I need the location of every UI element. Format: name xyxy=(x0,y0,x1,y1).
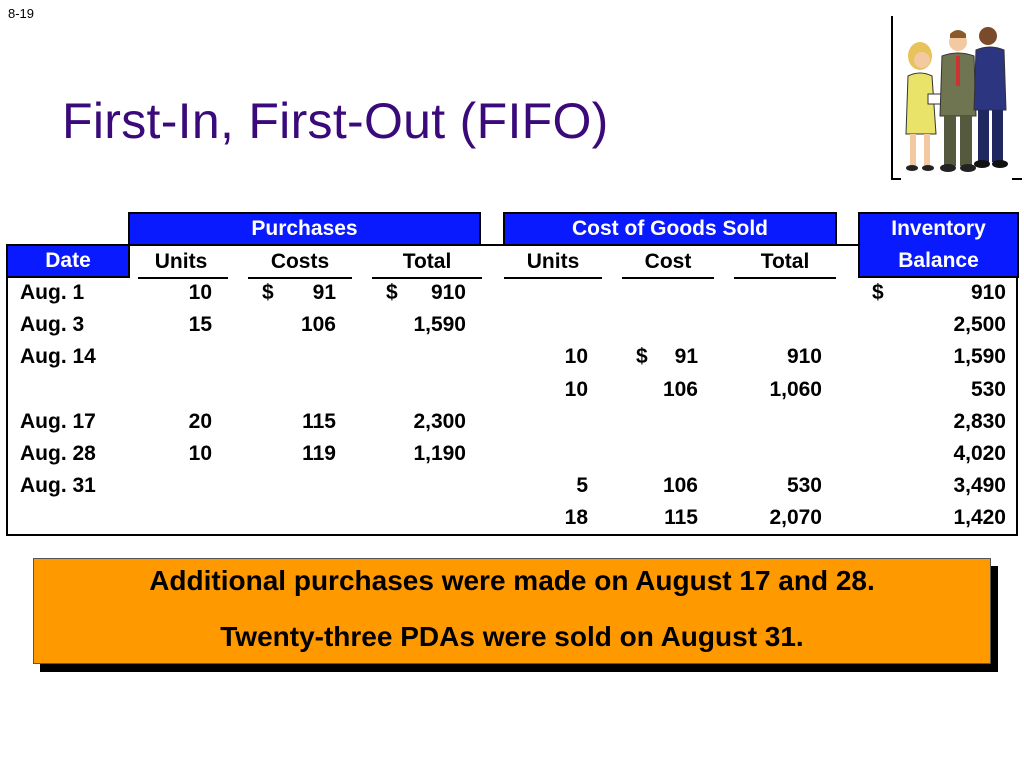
purchase-total-cell: 910 xyxy=(430,281,466,304)
inventory-balance-cell: 2,500 xyxy=(953,313,1006,337)
purchases-units-header: Units xyxy=(154,250,208,273)
header-underline xyxy=(622,277,714,279)
purchase-cost-dollar-cell: $ xyxy=(262,281,274,304)
cogs-header: Cost of Goods Sold xyxy=(503,212,837,246)
clipart-frame-line xyxy=(1012,178,1022,180)
purchases-total-header: Total xyxy=(402,250,452,273)
slide-title: First-In, First-Out (FIFO) xyxy=(62,93,609,149)
purchase-total-dollar-cell: $ xyxy=(386,281,398,304)
purchase-total-cell: 1,590 xyxy=(413,313,466,337)
cogs-cost-header: Cost xyxy=(644,250,692,273)
purchase-units-cell: 20 xyxy=(188,409,212,433)
purchase-cost-cell: 91 xyxy=(312,281,336,304)
inventory-header-line2: Balance xyxy=(898,249,979,272)
inventory-balance-cell: 530 xyxy=(970,377,1006,401)
purchase-units-cell: 10 xyxy=(188,281,212,304)
purchase-total-cell: 2,300 xyxy=(413,409,466,433)
cogs-total-cell: 910 xyxy=(786,345,822,369)
inventory-balance-cell: 910 xyxy=(970,281,1006,304)
inventory-dollar-cell: $ xyxy=(872,281,884,304)
date-cell: Aug. 1 xyxy=(20,281,85,304)
clipart-frame-line xyxy=(891,16,893,180)
inventory-balance-cell: 3,490 xyxy=(953,474,1006,498)
cogs-cost-cell: 106 xyxy=(662,474,698,498)
cogs-cost-dollar-cell: $ xyxy=(636,345,648,369)
purchase-cost-cell: 106 xyxy=(300,313,336,337)
cogs-cost-cell: 115 xyxy=(664,506,698,530)
cogs-total-cell: 530 xyxy=(786,474,822,498)
clipart-frame-line xyxy=(891,178,901,180)
cogs-units-cell: 18 xyxy=(564,506,588,530)
slide-number: 8-19 xyxy=(8,6,35,21)
cogs-units-cell: 10 xyxy=(564,377,588,401)
header-underline xyxy=(734,277,836,279)
note-line-2: Twenty-three PDAs were sold on August 31… xyxy=(220,621,804,652)
cogs-units-cell: 10 xyxy=(564,345,588,369)
date-cell: Aug. 28 xyxy=(20,442,96,465)
header-underline xyxy=(138,277,228,279)
cogs-cost-cell: 106 xyxy=(662,377,698,401)
cogs-units-cell: 5 xyxy=(576,474,588,498)
note-line-1: Additional purchases were made on August… xyxy=(149,565,875,596)
business-people-clipart-icon xyxy=(905,27,1008,172)
purchase-cost-cell: 115 xyxy=(302,409,336,433)
purchase-cost-cell: 119 xyxy=(302,442,336,465)
purchase-total-cell: 1,190 xyxy=(413,442,466,465)
date-cell: Aug. 14 xyxy=(20,345,96,369)
cogs-total-cell: 1,060 xyxy=(769,377,822,401)
date-cell: Aug. 31 xyxy=(20,474,96,498)
note-box: Additional purchases were made on August… xyxy=(33,558,991,664)
header-underline xyxy=(504,277,602,279)
date-cell: Aug. 3 xyxy=(20,313,85,337)
date-header: Date xyxy=(6,244,130,278)
inventory-balance-cell: 1,420 xyxy=(953,506,1006,530)
inventory-balance-header: Inventory Balance xyxy=(858,212,1019,278)
inventory-balance-cell: 2,830 xyxy=(953,409,1006,433)
cogs-total-header: Total xyxy=(760,250,810,273)
cogs-cost-cell: 91 xyxy=(674,345,698,369)
header-underline xyxy=(372,277,482,279)
header-underline xyxy=(248,277,352,279)
purchases-header: Purchases xyxy=(128,212,481,246)
cogs-total-cell: 2,070 xyxy=(769,506,822,530)
date-cell: Aug. 17 xyxy=(20,409,96,433)
purchase-units-cell: 10 xyxy=(188,442,212,465)
inventory-balance-cell: 1,590 xyxy=(953,345,1006,369)
inventory-header-line1: Inventory xyxy=(891,217,986,240)
purchases-costs-header: Costs xyxy=(270,250,330,273)
inventory-balance-cell: 4,020 xyxy=(953,442,1006,465)
purchase-units-cell: 15 xyxy=(188,313,212,337)
cogs-units-header: Units xyxy=(526,250,580,273)
